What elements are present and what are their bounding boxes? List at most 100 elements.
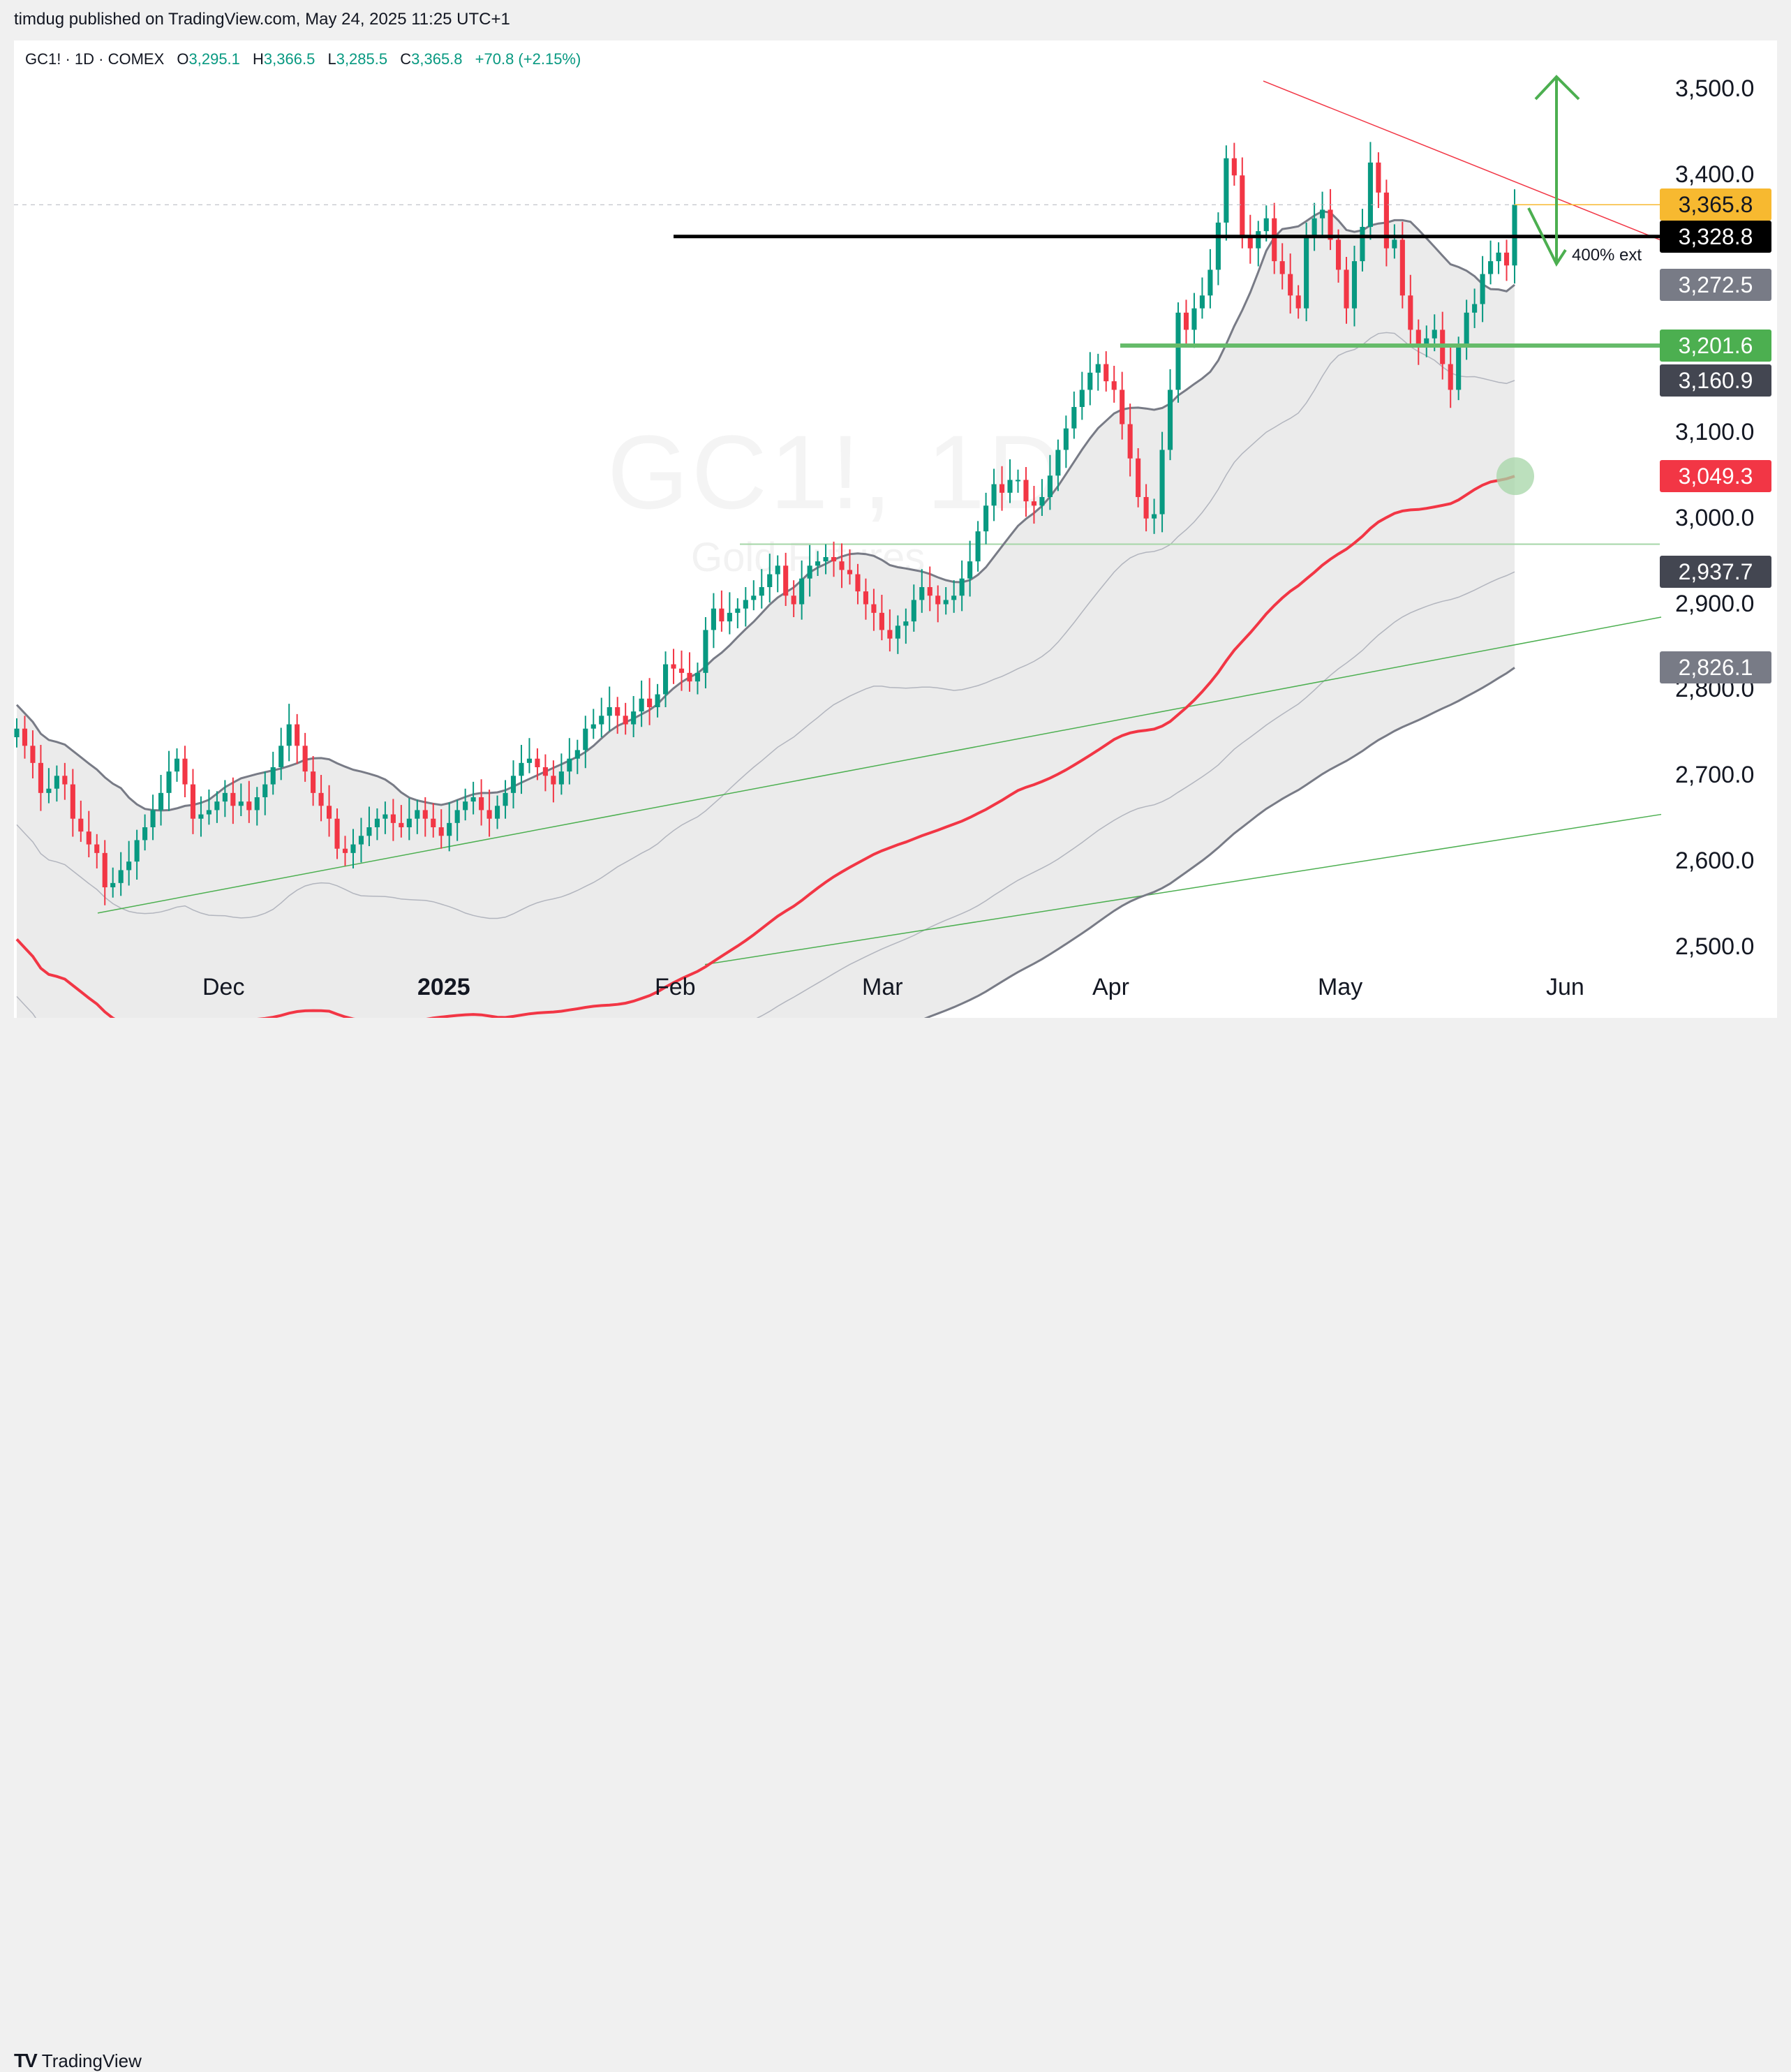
- candle-body[interactable]: [1367, 162, 1373, 227]
- candle-body[interactable]: [1432, 330, 1437, 339]
- candle-body[interactable]: [1360, 226, 1365, 262]
- candle-body[interactable]: [1191, 308, 1197, 330]
- candle-body[interactable]: [1335, 239, 1342, 270]
- candle-body[interactable]: [535, 758, 540, 767]
- candle-body[interactable]: [975, 531, 981, 562]
- candle-body[interactable]: [519, 762, 524, 776]
- candle-body[interactable]: [230, 792, 236, 806]
- candle-body[interactable]: [38, 762, 43, 793]
- candle-body[interactable]: [190, 784, 196, 819]
- candle-body[interactable]: [1152, 514, 1157, 519]
- candle-body[interactable]: [719, 608, 724, 622]
- candle-body[interactable]: [791, 595, 796, 605]
- candle-body[interactable]: [839, 561, 845, 570]
- candle-body[interactable]: [759, 586, 764, 596]
- candle-body[interactable]: [1055, 450, 1061, 476]
- candle-body[interactable]: [911, 600, 916, 622]
- candle-body[interactable]: [823, 556, 828, 562]
- candle-body[interactable]: [510, 776, 517, 793]
- candle-body[interactable]: [655, 694, 660, 707]
- candle-body[interactable]: [991, 484, 997, 506]
- candle-body[interactable]: [783, 565, 789, 596]
- trendline-upper[interactable]: [97, 616, 1662, 914]
- candle-body[interactable]: [1288, 274, 1293, 296]
- candle-body[interactable]: [318, 792, 324, 806]
- candle-body[interactable]: [735, 608, 741, 613]
- candle-body[interactable]: [599, 716, 604, 725]
- candle-body[interactable]: [150, 810, 156, 827]
- candle-body[interactable]: [951, 595, 957, 600]
- candle-body[interactable]: [126, 861, 132, 871]
- candle-body[interactable]: [583, 728, 588, 750]
- candle-body[interactable]: [1167, 390, 1173, 450]
- candle-body[interactable]: [703, 630, 708, 673]
- candle-body[interactable]: [847, 570, 853, 575]
- candle-body[interactable]: [687, 672, 692, 682]
- candle-body[interactable]: [1071, 406, 1077, 429]
- candle-body[interactable]: [422, 810, 428, 819]
- candle-body[interactable]: [871, 604, 877, 613]
- candle-body[interactable]: [334, 818, 340, 849]
- candle-body[interactable]: [1464, 312, 1469, 347]
- candle-body[interactable]: [526, 758, 533, 763]
- candle-body[interactable]: [639, 698, 644, 712]
- candle-body[interactable]: [1311, 218, 1317, 236]
- candle-body[interactable]: [1295, 295, 1301, 309]
- candle-body[interactable]: [254, 797, 260, 811]
- candle-body[interactable]: [1079, 390, 1085, 407]
- candle-body[interactable]: [983, 505, 989, 532]
- candle-body[interactable]: [743, 600, 748, 609]
- candle-body[interactable]: [246, 801, 252, 811]
- candle-body[interactable]: [1127, 424, 1133, 459]
- candle-body[interactable]: [1399, 239, 1405, 296]
- candle-body[interactable]: [470, 797, 476, 802]
- descending-trendline[interactable]: [1263, 80, 1660, 241]
- candle-body[interactable]: [503, 792, 508, 806]
- candle-body[interactable]: [286, 724, 292, 746]
- candle-body[interactable]: [607, 706, 612, 716]
- candle-body[interactable]: [110, 882, 116, 887]
- candle-body[interactable]: [1328, 209, 1333, 240]
- candle-body[interactable]: [390, 814, 396, 823]
- candle-body[interactable]: [166, 771, 172, 793]
- candle-body[interactable]: [1256, 231, 1261, 249]
- candle-body[interactable]: [1039, 496, 1045, 506]
- candle-body[interactable]: [935, 595, 941, 605]
- candle-body[interactable]: [623, 716, 628, 725]
- candle-body[interactable]: [799, 578, 805, 605]
- candle-body[interactable]: [438, 827, 444, 836]
- candle-body[interactable]: [751, 595, 757, 600]
- candle-body[interactable]: [1047, 475, 1053, 497]
- candle-body[interactable]: [919, 586, 925, 600]
- candle-body[interactable]: [70, 784, 75, 819]
- candle-body[interactable]: [262, 784, 268, 797]
- candle-body[interactable]: [1007, 480, 1013, 493]
- candle-body[interactable]: [767, 574, 773, 587]
- candle-body[interactable]: [342, 848, 348, 853]
- candle-body[interactable]: [1143, 496, 1149, 519]
- candle-body[interactable]: [238, 801, 244, 806]
- candle-body[interactable]: [943, 600, 949, 605]
- candle-body[interactable]: [815, 561, 821, 566]
- candle-body[interactable]: [206, 810, 211, 815]
- candle-body[interactable]: [647, 698, 653, 707]
- candle-body[interactable]: [671, 664, 676, 669]
- candle-body[interactable]: [807, 565, 812, 579]
- candle-body[interactable]: [927, 586, 932, 596]
- candle-body[interactable]: [999, 484, 1005, 493]
- candle-body[interactable]: [1263, 218, 1269, 232]
- candle-body[interactable]: [1376, 162, 1381, 193]
- candle-body[interactable]: [222, 792, 228, 802]
- candle-body[interactable]: [463, 801, 468, 811]
- candle-body[interactable]: [1424, 338, 1429, 347]
- candle-body[interactable]: [590, 724, 596, 729]
- candle-body[interactable]: [542, 767, 548, 776]
- candle-body[interactable]: [1392, 239, 1397, 249]
- candle-body[interactable]: [1351, 261, 1358, 309]
- candle-body[interactable]: [959, 578, 965, 596]
- candle-body[interactable]: [1279, 261, 1285, 274]
- candle-body[interactable]: [615, 706, 620, 716]
- candle-body[interactable]: [182, 758, 188, 785]
- tradingview-logo[interactable]: TV TradingView: [14, 2050, 142, 2072]
- candle-body[interactable]: [1023, 480, 1029, 502]
